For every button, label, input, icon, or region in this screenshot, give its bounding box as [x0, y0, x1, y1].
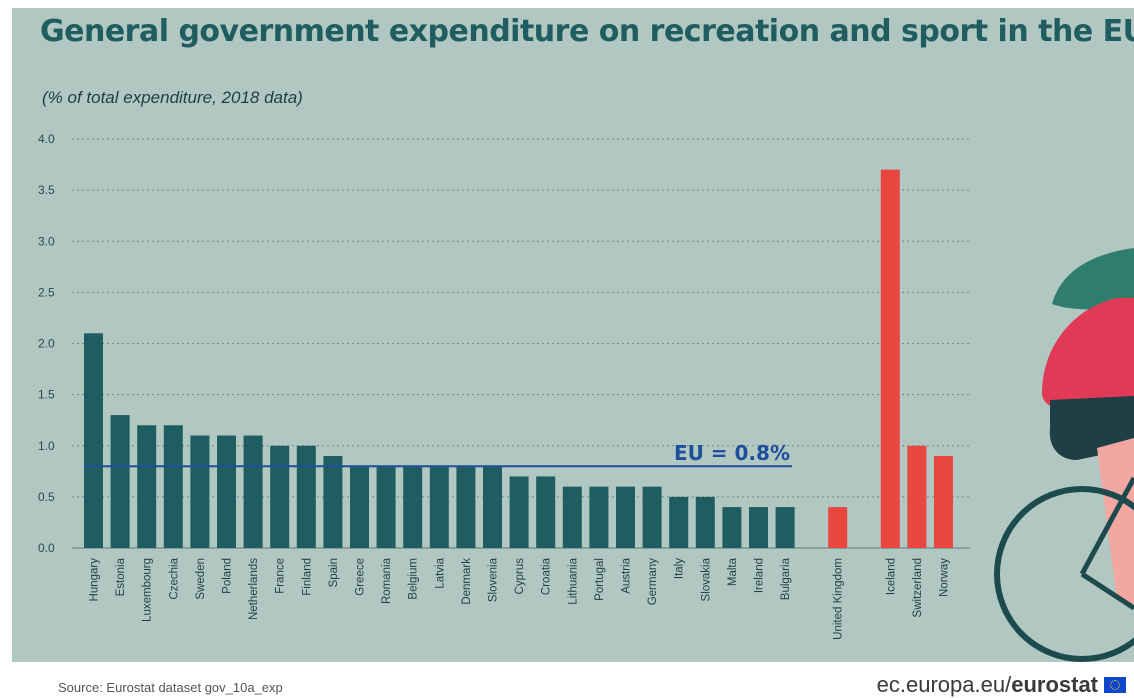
y-tick-label: 0.5 — [38, 490, 55, 504]
x-tick-label: Latvia — [434, 557, 446, 588]
x-tick-label: Greece — [355, 558, 367, 596]
eu-flag-icon — [1104, 677, 1126, 693]
x-tick-label: Poland — [222, 558, 234, 594]
bar-united-kingdom — [828, 507, 848, 548]
x-tick-label: Croatia — [541, 557, 553, 595]
bar-lithuania — [562, 486, 582, 548]
x-tick-label: Iceland — [885, 558, 897, 595]
cyclist-illustration — [994, 248, 1134, 662]
y-tick-label: 1.5 — [38, 388, 55, 402]
x-tick-label: Netherlands — [248, 558, 260, 620]
x-tick-label: Denmark — [461, 558, 473, 605]
x-axis-labels: Hungary Estonia Luxembourg Czechia Sweden Pol… — [89, 557, 951, 639]
bar-france — [270, 445, 290, 548]
bar-croatia — [536, 476, 556, 548]
bar-slovenia — [483, 466, 502, 548]
bar-denmark — [456, 466, 476, 548]
bar-czechia — [163, 425, 183, 548]
x-tick-label: United Kingdom — [833, 558, 845, 640]
x-tick-label: Lithuania — [567, 557, 579, 604]
x-tick-label: Spain — [328, 558, 340, 587]
x-tick-label: Portugal — [594, 558, 606, 601]
chart-subtitle: (% of total expenditure, 2018 data) — [42, 88, 303, 107]
bar-romania — [376, 466, 396, 548]
bars — [84, 169, 953, 549]
x-tick-label: Slovenia — [488, 557, 500, 602]
x-tick-label: Norway — [939, 558, 951, 597]
brand-prefix: ec.europa.eu/ — [876, 672, 1012, 697]
x-tick-label: Finland — [301, 558, 313, 596]
bar-norway — [934, 455, 953, 548]
source-note: Source: Eurostat dataset gov_10a_exp — [58, 680, 283, 695]
bar-slovakia — [695, 496, 715, 548]
x-tick-label: Bulgaria — [780, 557, 792, 600]
x-tick-label: Germany — [647, 558, 659, 606]
bar-latvia — [429, 466, 449, 548]
x-tick-label: Ireland — [754, 558, 766, 593]
bar-italy — [669, 496, 689, 548]
bar-belgium — [403, 466, 423, 548]
bar-austria — [616, 486, 635, 548]
x-tick-label: Cyprus — [514, 558, 526, 595]
y-tick-label: 3.5 — [38, 183, 55, 197]
x-tick-label: Switzerland — [912, 558, 924, 617]
bar-switzerland — [907, 445, 927, 548]
brand-name: eurostat — [1011, 672, 1098, 697]
bar-poland — [217, 435, 236, 548]
bar-hungary — [84, 333, 103, 548]
bar-germany — [642, 486, 662, 548]
y-tick-label: 0.0 — [38, 541, 55, 555]
y-tick-label: 1.0 — [38, 439, 55, 453]
bar-sweden — [190, 435, 210, 548]
bar-chart: 0.0 0.5 1.0 1.5 2.0 2.5 3.0 3.5 4.0 Hungary Eston… — [38, 132, 1134, 662]
x-tick-label: Slovakia — [700, 557, 712, 601]
x-tick-label: Czechia — [168, 557, 180, 599]
x-tick-label: Belgium — [408, 558, 420, 600]
chart-title: General government expenditure on recrea… — [40, 14, 1134, 49]
y-tick-label: 4.0 — [38, 132, 55, 146]
y-tick-label: 3.0 — [38, 234, 55, 248]
bar-netherlands — [243, 435, 263, 548]
x-tick-label: Romania — [381, 557, 393, 604]
y-axis-ticks: 0.0 0.5 1.0 1.5 2.0 2.5 3.0 3.5 4.0 — [38, 132, 55, 555]
bar-iceland — [880, 169, 900, 549]
bar-malta — [722, 507, 742, 548]
eu-average-label: EU = 0.8% — [674, 441, 790, 465]
x-tick-label: Estonia — [115, 557, 127, 596]
bar-bulgaria — [775, 507, 795, 548]
bar-luxembourg — [137, 425, 157, 548]
bar-ireland — [749, 507, 768, 548]
x-tick-label: Hungary — [89, 558, 101, 602]
y-tick-label: 2.0 — [38, 337, 55, 351]
bar-cyprus — [509, 476, 529, 548]
x-tick-label: Sweden — [195, 558, 207, 600]
x-tick-label: Luxembourg — [142, 558, 154, 622]
bar-spain — [323, 455, 343, 548]
y-tick-label: 2.5 — [38, 285, 55, 299]
bar-estonia — [110, 415, 130, 548]
x-tick-label: Malta — [727, 557, 739, 586]
x-tick-label: Italy — [674, 558, 686, 579]
bar-portugal — [589, 486, 609, 548]
eu-average-line: EU = 0.8% — [84, 441, 792, 468]
bar-finland — [296, 445, 316, 548]
x-tick-label: Austria — [621, 557, 633, 593]
chart-panel: General government expenditure on recrea… — [12, 8, 1134, 662]
x-tick-label: France — [275, 558, 287, 594]
eurostat-link[interactable]: ec.europa.eu/ eurostat — [877, 672, 1126, 698]
bar-greece — [350, 466, 369, 548]
